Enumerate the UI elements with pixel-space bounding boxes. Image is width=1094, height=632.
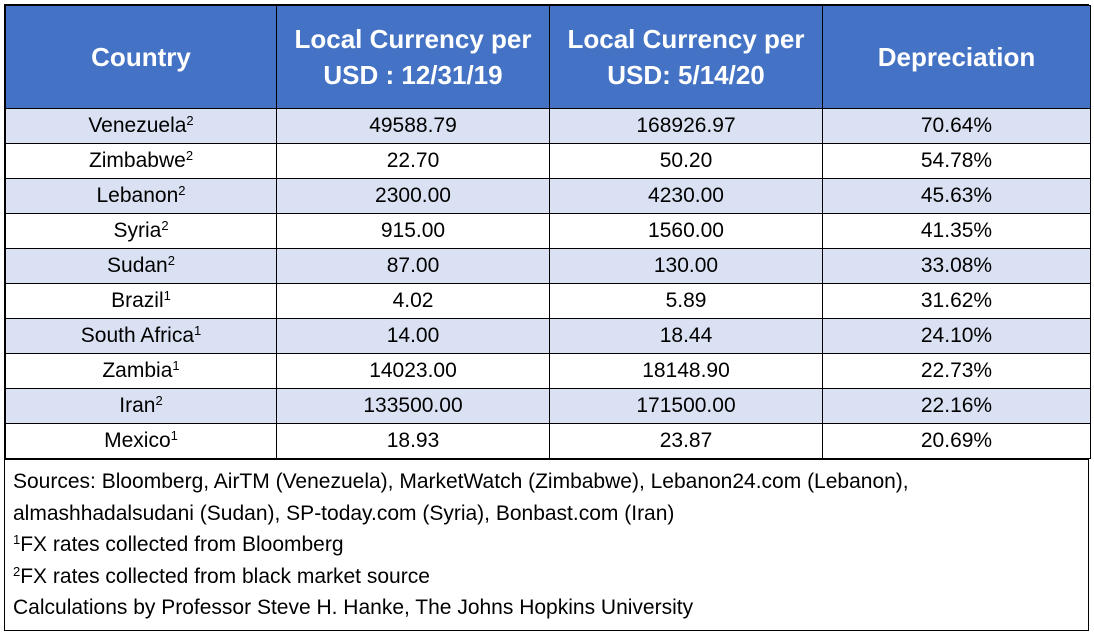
footnote-marker: 1 [172, 358, 180, 373]
country-name: South Africa [80, 324, 194, 347]
rate-2020-cell: 50.20 [549, 143, 823, 179]
rate-2019-cell: 4.02 [276, 283, 550, 319]
rate-2020-cell: 130.00 [549, 248, 823, 284]
table-row: Brazil1 4.02 5.89 31.62% [5, 283, 1091, 319]
header-depreciation: Depreciation [822, 5, 1091, 109]
country-cell: Zambia1 [5, 353, 277, 389]
header-country: Country [5, 5, 277, 109]
country-cell: Lebanon2 [5, 178, 277, 214]
footnote-2-marker: 2 [13, 563, 21, 579]
rate-2020-cell: 18.44 [549, 318, 823, 354]
header-rate-2019: Local Currency per USD : 12/31/19 [276, 5, 550, 109]
footnote-marker: 2 [186, 113, 194, 128]
credit-line: Calculations by Professor Steve H. Hanke… [13, 596, 694, 619]
footnote-marker: 2 [161, 218, 169, 233]
depreciation-cell: 22.16% [822, 388, 1091, 424]
footnote-marker: 1 [163, 288, 171, 303]
sources-line-2: almashhadalsudani (Sudan), SP-today.com … [13, 501, 675, 525]
depreciation-cell: 22.73% [822, 353, 1091, 389]
rate-2019-cell: 18.93 [276, 423, 550, 459]
footnote-marker: 2 [185, 148, 194, 163]
table-row: South Africa1 14.00 18.44 24.10% [5, 318, 1091, 354]
rate-2019-cell: 14023.00 [276, 353, 550, 389]
rate-2019-cell: 14.00 [276, 318, 550, 354]
country-name: Sudan [107, 254, 168, 277]
rate-2019-cell: 915.00 [276, 213, 550, 249]
country-cell: Brazil1 [5, 283, 277, 319]
country-name: Zambia [102, 359, 173, 382]
rate-2020-cell: 171500.00 [549, 388, 823, 424]
country-cell: Iran2 [5, 388, 277, 424]
footnote-marker: 2 [155, 393, 163, 408]
country-name: Brazil [111, 289, 164, 312]
country-name: Venezuela [88, 114, 187, 137]
country-cell: Syria2 [5, 213, 277, 249]
table-row: Iran2 133500.00 171500.00 22.16% [5, 388, 1091, 424]
rate-2020-cell: 4230.00 [549, 178, 823, 214]
footnote-marker: 1 [170, 428, 178, 443]
footnote-marker: 2 [167, 253, 175, 268]
country-cell: Venezuela2 [5, 108, 277, 144]
rate-2020-cell: 18148.90 [549, 353, 823, 389]
footnote-1-text: FX rates collected from Bloomberg [20, 533, 344, 556]
table-row: Mexico1 18.93 23.87 20.69% [5, 423, 1091, 459]
depreciation-cell: 45.63% [822, 178, 1091, 214]
currency-depreciation-table-container: Country Local Currency per USD : 12/31/1… [4, 4, 1091, 631]
country-cell: South Africa1 [5, 318, 277, 354]
table-row: Sudan2 87.00 130.00 33.08% [5, 248, 1091, 284]
depreciation-cell: 20.69% [822, 423, 1091, 459]
footnote-1-marker: 1 [13, 532, 21, 547]
country-cell: Zimbabwe2 [5, 143, 277, 179]
rate-2020-cell: 5.89 [549, 283, 823, 319]
country-name: Syria [113, 219, 162, 242]
country-name: Lebanon [96, 184, 179, 207]
table-row: Zimbabwe2 22.70 50.20 54.78% [5, 143, 1091, 179]
depreciation-cell: 31.62% [822, 283, 1091, 319]
header-rate-2020: Local Currency per USD: 5/14/20 [549, 5, 823, 109]
depreciation-cell: 70.64% [822, 108, 1091, 144]
country-cell: Mexico1 [5, 423, 277, 459]
depreciation-cell: 33.08% [822, 248, 1091, 284]
rate-2019-cell: 22.70 [276, 143, 550, 179]
rate-2020-cell: 168926.97 [549, 108, 823, 144]
country-name: Iran [119, 394, 156, 417]
sources-line-1: Sources: Bloomberg, AirTM (Venezuela), M… [13, 470, 909, 493]
footnote-marker: 2 [178, 183, 186, 198]
rate-2020-cell: 23.87 [549, 423, 823, 459]
header-row: Country Local Currency per USD : 12/31/1… [5, 5, 1091, 109]
footnote-marker: 1 [194, 323, 202, 338]
table-row: Zambia1 14023.00 18148.90 22.73% [5, 353, 1091, 389]
rate-2019-cell: 49588.79 [276, 108, 550, 144]
rate-2020-cell: 1560.00 [549, 213, 823, 249]
table-row: Syria2 915.00 1560.00 41.35% [5, 213, 1091, 249]
depreciation-cell: 54.78% [822, 143, 1091, 179]
depreciation-cell: 41.35% [822, 213, 1091, 249]
rate-2019-cell: 133500.00 [276, 388, 550, 424]
table-body: Venezuela2 49588.79 168926.97 70.64% Zimbabw… [5, 108, 1091, 459]
country-cell: Sudan2 [5, 248, 277, 284]
rate-2019-cell: 2300.00 [276, 178, 550, 214]
footnote-2: 2FX rates collected from black market so… [13, 561, 1080, 593]
table-row: Venezuela2 49588.79 168926.97 70.64% [5, 108, 1091, 144]
country-name: Mexico [104, 429, 171, 452]
footnote-1: 1FX rates collected from Bloomberg [13, 529, 1080, 561]
depreciation-cell: 24.10% [822, 318, 1091, 354]
country-name: Zimbabwe [88, 149, 186, 172]
rate-2019-cell: 87.00 [276, 248, 550, 284]
table-notes: Sources: Bloomberg, AirTM (Venezuela), M… [5, 459, 1088, 630]
currency-depreciation-table: Country Local Currency per USD : 12/31/1… [5, 5, 1091, 459]
footnote-2-text: FX rates collected from black market sou… [20, 564, 430, 588]
table-row: Lebanon2 2300.00 4230.00 45.63% [5, 178, 1091, 214]
